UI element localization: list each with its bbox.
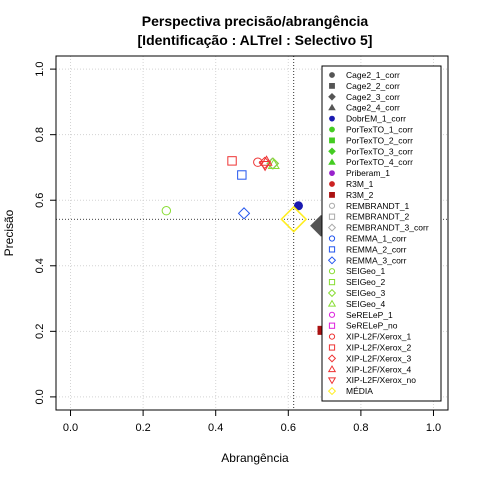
legend-label: SeRELeP_1 [346, 310, 393, 320]
legend-symbol [328, 158, 336, 165]
legend-symbol [329, 137, 335, 144]
legend-symbol [329, 72, 335, 78]
legend-symbol [327, 299, 337, 307]
legend-label: PorTexTO_3_corr [346, 146, 413, 156]
legend-label: XIP-L2F/Xerox_3 [346, 353, 411, 363]
x-axis-title: Abrangência [221, 451, 289, 465]
legend-label: Cage2_1_corr [346, 70, 400, 80]
legend-symbol [328, 147, 336, 156]
legend-label: XIP-L2F/Xerox_4 [346, 364, 411, 374]
legend-symbol [327, 223, 337, 232]
legend-symbol [329, 181, 335, 187]
legend-label: REMMA_3_corr [346, 255, 407, 265]
y-tick-label: 0.6 [34, 193, 46, 208]
legend-symbol [327, 387, 337, 396]
legend-label: XIP-L2F/Xerox_no [346, 375, 416, 385]
chart-subtitle: [Identificação : ALTrel : Selectivo 5] [138, 32, 373, 48]
data-point-seigeo-1 [161, 206, 172, 216]
data-point-xip-l2f-xerox-2 [227, 156, 237, 166]
legend-symbol [329, 126, 335, 133]
legend-symbol [328, 213, 336, 220]
legend-symbol [327, 377, 337, 385]
legend-symbol [328, 333, 336, 340]
legend-symbol [329, 115, 335, 122]
legend-label: REMMA_2_corr [346, 244, 407, 254]
legend: Cage2_1_corrCage2_2_corrCage2_3_corrCage… [321, 65, 442, 402]
legend-symbol [327, 365, 337, 373]
y-tick-label: 1.0 [34, 61, 46, 76]
legend-symbol [328, 322, 336, 329]
y-axis-title: Precisão [2, 209, 16, 256]
y-tick-label: 0.8 [34, 127, 46, 142]
plot-frame [55, 55, 449, 411]
x-tick-label: 0.8 [353, 422, 368, 434]
legend-label: Cage2_2_corr [346, 81, 400, 91]
legend-label: REMMA_1_corr [346, 234, 407, 244]
legend-box [321, 65, 442, 402]
legend-label: Cage2_4_corr [346, 103, 400, 113]
legend-label: XIP-L2F/Xerox_1 [346, 332, 411, 342]
legend-symbol [328, 235, 336, 242]
legend-label: PorTexTO_1_corr [346, 125, 413, 135]
x-tick-label: 0.4 [208, 422, 223, 434]
legend-symbol [328, 246, 336, 253]
legend-symbol [328, 311, 336, 318]
legend-symbol [328, 92, 336, 101]
data-point-dobrem-1-corr [293, 201, 303, 211]
legend-symbol [328, 202, 336, 209]
legend-label: Cage2_3_corr [346, 92, 400, 102]
legend-symbol [327, 288, 337, 298]
x-tick-label: 0.0 [63, 422, 78, 434]
legend-label: SEIGeo_2 [346, 277, 385, 287]
legend-label: REMBRANDT_3_corr [346, 223, 429, 233]
legend-symbol [328, 268, 336, 275]
reference-lines [56, 56, 448, 410]
legend-label: REMBRANDT_1 [346, 201, 410, 211]
legend-label: R3M_1 [346, 179, 374, 189]
legend-symbol [327, 256, 337, 265]
legend-symbol [328, 279, 336, 286]
legend-label: PorTexTO_2_corr [346, 135, 413, 145]
data-point-remma-3-corr [237, 207, 251, 220]
legend-label: SEIGeo_3 [346, 288, 385, 298]
data-point-xip-l2f-xerox-4 [260, 155, 273, 166]
x-tick-label: 0.6 [281, 422, 296, 434]
axes: 0.0 0.2 0.4 0.6 0.8 1.0 0.0 0.2 0.4 0.6 0.8 1.0 [34, 55, 449, 434]
legend-symbol [328, 344, 336, 351]
legend-label: R3M_2 [346, 190, 374, 200]
x-tick-label: 0.2 [135, 422, 150, 434]
data-point-xip-l2f-xerox-1 [253, 157, 263, 167]
legend-symbol [327, 354, 337, 363]
chart-title: Perspectiva precisão/abrangência [142, 13, 369, 29]
data-point-m-dia [280, 205, 308, 233]
data-point-xip-l2f-xerox-no [258, 160, 272, 172]
y-tick-label: 0.4 [34, 258, 46, 273]
legend-symbol [329, 83, 335, 89]
y-tick-label: 0.0 [34, 389, 46, 404]
legend-label: SEIGeo_1 [346, 266, 385, 276]
legend-label: XIP-L2F/Xerox_2 [346, 343, 411, 353]
data-point-remma-2-corr [237, 170, 247, 180]
legend-symbol [328, 103, 336, 111]
legend-label: DobrEM_1_corr [346, 114, 406, 124]
legend-label: REMBRANDT_2 [346, 212, 410, 222]
legend-label: Priberam_1 [346, 168, 390, 178]
legend-symbol [329, 170, 335, 176]
y-tick-label: 0.2 [34, 324, 46, 339]
legend-label: PorTexTO_4_corr [346, 157, 413, 167]
legend-label: MÉDIA [346, 386, 373, 396]
legend-label: SeRELeP_no [346, 321, 398, 331]
legend-label: SEIGeo_4 [346, 299, 385, 309]
x-tick-label: 1.0 [426, 422, 441, 434]
legend-symbol [329, 192, 335, 198]
